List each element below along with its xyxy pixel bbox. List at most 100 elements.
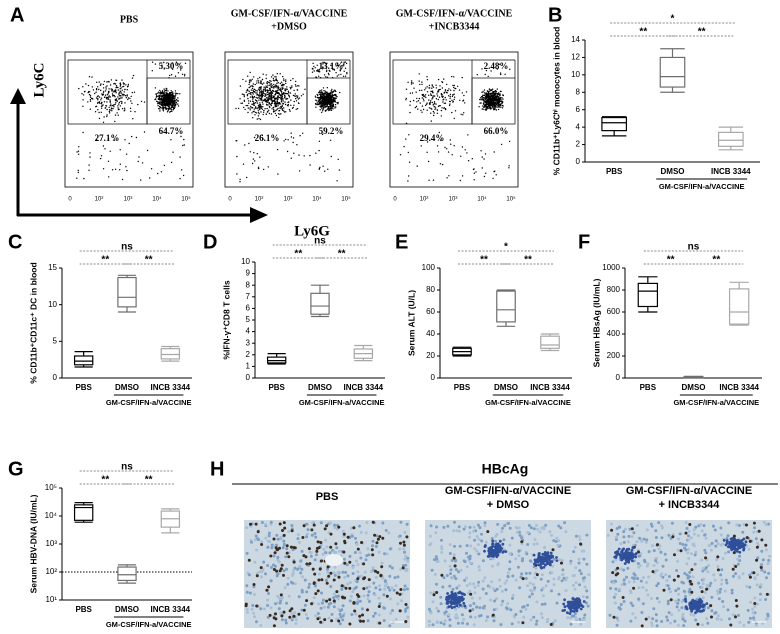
cell	[363, 570, 367, 574]
cell	[574, 581, 578, 585]
cell	[496, 522, 500, 526]
cell	[751, 607, 755, 611]
event	[157, 172, 159, 175]
event	[268, 112, 271, 115]
event	[91, 97, 93, 100]
stained-nucleus	[310, 602, 314, 606]
event	[170, 110, 172, 113]
cell	[367, 600, 371, 603]
cell	[520, 559, 524, 563]
event	[425, 96, 427, 99]
cell	[557, 539, 561, 543]
event	[268, 109, 270, 111]
cell	[323, 605, 326, 609]
event	[260, 88, 262, 90]
cell	[389, 611, 393, 615]
cell	[484, 592, 488, 595]
event	[171, 110, 173, 113]
cell	[429, 542, 433, 546]
event	[294, 84, 297, 86]
event	[441, 107, 443, 109]
infiltrate	[497, 548, 501, 551]
cell	[355, 542, 359, 546]
event	[258, 117, 260, 120]
y-tick-label: 10	[241, 257, 250, 266]
event	[332, 103, 335, 106]
cell	[356, 570, 360, 574]
event	[489, 99, 491, 101]
event	[243, 96, 245, 98]
x-tick-label: DMSO	[494, 383, 518, 392]
stained-nucleus	[651, 570, 655, 574]
event	[252, 96, 254, 99]
cell	[518, 533, 522, 537]
cell	[701, 623, 704, 627]
event	[339, 91, 341, 94]
cell	[691, 543, 695, 547]
cell	[583, 613, 587, 617]
stained-nucleus	[259, 566, 263, 570]
event	[461, 92, 463, 94]
event	[329, 139, 332, 141]
event	[426, 76, 428, 78]
cell	[731, 574, 735, 578]
stained-nucleus	[281, 529, 284, 532]
cell	[728, 617, 731, 621]
cell	[703, 533, 707, 537]
event	[331, 95, 333, 97]
cell	[359, 556, 363, 560]
event	[298, 97, 301, 99]
event	[480, 150, 482, 152]
event	[124, 88, 126, 91]
event	[266, 93, 269, 96]
cell	[584, 601, 588, 605]
cell	[442, 622, 446, 626]
cell	[320, 591, 323, 595]
cell	[738, 620, 742, 624]
cell	[639, 551, 643, 555]
event	[405, 122, 408, 125]
cell	[756, 541, 760, 545]
event	[444, 89, 447, 91]
event	[250, 85, 252, 87]
event	[500, 106, 502, 109]
event	[482, 105, 484, 107]
event	[169, 97, 171, 99]
cell	[371, 539, 375, 543]
cell	[255, 548, 258, 552]
cell	[306, 616, 310, 620]
event	[412, 99, 415, 102]
cell	[627, 580, 631, 584]
tissue-cells	[244, 520, 410, 628]
cell	[581, 576, 585, 580]
event	[259, 92, 261, 94]
cell	[741, 572, 745, 576]
event	[414, 106, 417, 109]
event	[451, 111, 453, 114]
event	[111, 110, 113, 112]
event	[159, 110, 161, 112]
event	[106, 101, 108, 103]
cell	[282, 539, 286, 543]
event	[285, 111, 287, 113]
cell	[285, 601, 288, 605]
event	[283, 96, 286, 99]
event	[164, 103, 167, 105]
cell	[684, 595, 687, 598]
cell	[478, 606, 482, 610]
event	[82, 94, 85, 96]
cell	[351, 590, 355, 594]
event	[113, 94, 116, 97]
stained-nucleus	[316, 540, 320, 544]
cell	[266, 604, 270, 607]
infiltrate	[569, 609, 573, 613]
stained-nucleus	[332, 599, 336, 603]
stained-nucleus	[373, 533, 377, 537]
event	[258, 87, 260, 89]
event	[260, 107, 263, 110]
event	[124, 139, 126, 141]
event	[290, 104, 292, 107]
event	[255, 106, 257, 108]
cell	[305, 522, 308, 526]
cell	[287, 594, 291, 598]
